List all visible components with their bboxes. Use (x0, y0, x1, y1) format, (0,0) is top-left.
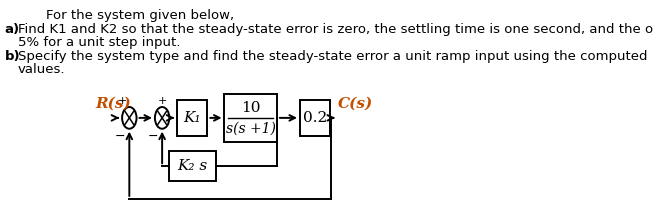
Text: R(s): R(s) (95, 96, 131, 110)
Text: Find K1 and K2 so that the steady-state error is zero, the settling time is one : Find K1 and K2 so that the steady-state … (18, 23, 653, 36)
Text: −: − (115, 130, 125, 143)
Text: For the system given below,: For the system given below, (46, 9, 234, 22)
Text: Specify the system type and find the steady-state error a unit ramp input using : Specify the system type and find the ste… (18, 50, 653, 63)
Text: a): a) (5, 23, 20, 36)
Text: −: − (148, 130, 158, 143)
Bar (177, 100, 208, 136)
Text: +: + (118, 96, 127, 106)
Text: b): b) (5, 50, 20, 63)
Text: K₂ s: K₂ s (177, 159, 208, 173)
Text: C(s): C(s) (338, 96, 374, 110)
Bar (225, 94, 277, 141)
Text: 5% for a unit step input.: 5% for a unit step input. (18, 36, 180, 49)
Text: s(s +1): s(s +1) (226, 122, 276, 136)
Text: K₁: K₁ (183, 111, 201, 125)
Bar (300, 100, 330, 136)
Text: +: + (157, 96, 167, 106)
Text: 0.2: 0.2 (303, 111, 327, 125)
Text: values.: values. (18, 62, 65, 76)
Text: 10: 10 (241, 101, 261, 115)
Bar (168, 151, 216, 181)
